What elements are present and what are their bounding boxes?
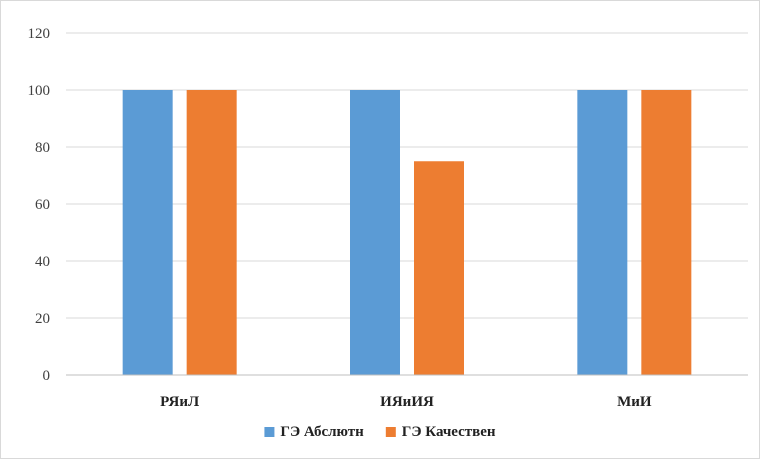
legend-label: ГЭ Абслютн (280, 424, 364, 440)
bar-ИЯиИЯ-ГЭ Качествен (414, 161, 464, 375)
bar-РЯиЛ-ГЭ Абслютн (122, 90, 173, 375)
gridlines (66, 32, 748, 319)
bars (122, 90, 692, 375)
y-tick-label: 20 (35, 311, 50, 327)
legend-swatch-0 (264, 427, 275, 437)
y-tick-label: 100 (28, 83, 51, 99)
category-label: РЯиЛ (160, 394, 199, 410)
category-label: ИЯиИЯ (380, 394, 434, 410)
y-tick-label: 80 (35, 140, 50, 156)
y-tick-label: 40 (35, 254, 50, 270)
bar-МиИ-ГЭ Качествен (641, 90, 692, 375)
bar-ИЯиИЯ-ГЭ Абслютн (350, 90, 400, 375)
legend-swatch-1 (385, 427, 396, 437)
y-tick-label: 0 (43, 368, 51, 384)
bar-МиИ-ГЭ Абслютн (577, 90, 628, 375)
category-labels: РЯиЛ ИЯиИЯ МиИ (160, 394, 652, 410)
y-tick-label: 60 (35, 197, 50, 213)
y-tick-label: 120 (28, 26, 51, 42)
legend-label: ГЭ Качествен (402, 424, 496, 440)
legend: ГЭ Абслютн ГЭ Качествен (264, 424, 496, 440)
category-label: МиИ (617, 394, 652, 410)
bar-РЯиЛ-ГЭ Качествен (186, 90, 237, 375)
y-axis-tick-labels: 0 20 40 60 80 100 120 (28, 26, 51, 384)
